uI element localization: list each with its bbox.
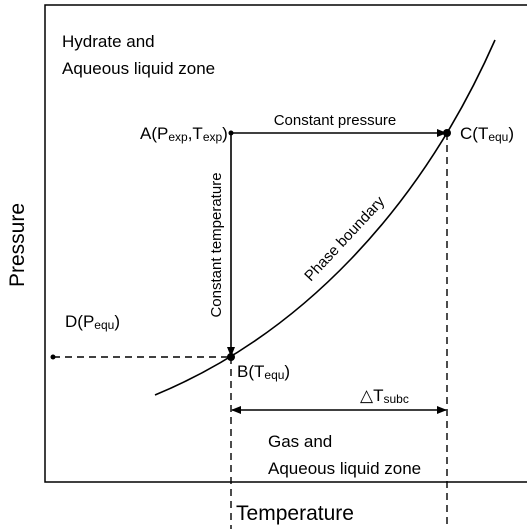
zone-label: Aqueous liquid zone <box>62 59 215 78</box>
point-c <box>443 129 451 137</box>
point-label: D(Pequ) <box>65 312 120 332</box>
point-label: C(Tequ) <box>460 124 514 144</box>
path-label: Phase boundary <box>301 193 388 285</box>
guides <box>53 133 448 529</box>
point-d <box>50 354 56 360</box>
label-sub: exp <box>203 130 223 144</box>
label-sub: equ <box>264 368 284 382</box>
label-part: △T <box>360 386 383 405</box>
label-part: C(T <box>460 124 488 143</box>
zone-label: Hydrate and <box>62 32 155 51</box>
label-part: B(T <box>237 362 264 381</box>
path-label: Constant pressure <box>274 112 397 129</box>
point-label: A(Pexp,Texp) <box>140 124 228 144</box>
point-label: B(Tequ) <box>237 362 290 382</box>
label-sub: equ <box>94 318 114 332</box>
label-sub: exp <box>168 130 188 144</box>
label-part: ) <box>114 312 120 331</box>
phase-boundary-curve <box>154 39 496 396</box>
x-axis-label: Temperature <box>236 502 354 525</box>
label-part: ,T <box>188 124 203 143</box>
label-part: ) <box>508 124 514 143</box>
label-sub: subc <box>383 392 408 406</box>
zone-label: Aqueous liquid zone <box>268 459 421 478</box>
label-part: ) <box>222 124 228 143</box>
zone-label: Gas and <box>268 432 332 451</box>
path-label: Constant temperature <box>208 172 225 317</box>
label-part: D(P <box>65 312 94 331</box>
subcooling-label: △Tsubc <box>360 386 409 406</box>
frame <box>44 4 527 483</box>
label-sub: equ <box>488 130 508 144</box>
y-axis-label: Pressure <box>6 203 29 287</box>
point-a <box>228 130 234 136</box>
point-b <box>227 353 235 361</box>
label-part: A(P <box>140 124 168 143</box>
label-part: ) <box>284 362 290 381</box>
